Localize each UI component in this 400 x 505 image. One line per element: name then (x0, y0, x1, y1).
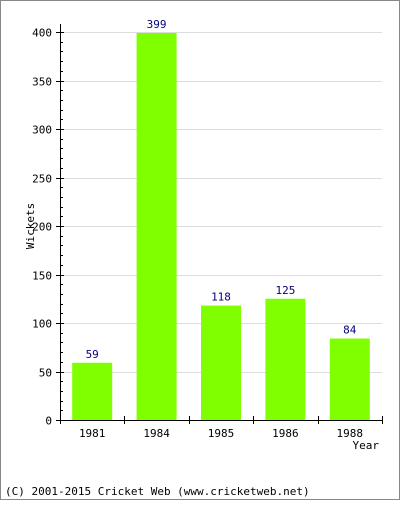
data-label-1988: 84 (343, 324, 357, 337)
axes: 0 50 100 150 200 250 300 350 400 1981 1984 1985 1986… (32, 24, 383, 440)
y-axis-title: Wickets (24, 203, 37, 249)
bars (72, 32, 370, 420)
y-tick-label: 300 (32, 124, 52, 137)
footer-copyright: (C) 2001-2015 Cricket Web (www.cricketwe… (5, 485, 310, 498)
y-tick-label: 200 (32, 221, 52, 234)
y-tick-label: 50 (39, 367, 52, 380)
x-tick-label-1984: 1984 (143, 427, 170, 440)
value-labels: 59 399 118 125 84 (86, 18, 357, 361)
y-tick-label: 350 (32, 76, 52, 89)
x-tick-label-1981: 1981 (79, 427, 106, 440)
y-tick-label: 150 (32, 270, 52, 283)
bar-1981 (72, 362, 113, 420)
y-tick-label: 100 (32, 318, 52, 331)
x-tick-label-1986: 1986 (272, 427, 299, 440)
y-tick-label: 0 (45, 415, 52, 428)
grid-lines (60, 32, 382, 373)
bar-1984 (136, 32, 177, 420)
bar-1985 (201, 305, 241, 420)
x-tick-label-1988: 1988 (337, 427, 364, 440)
y-tick-label: 250 (32, 173, 52, 186)
y-tick-label: 400 (32, 27, 52, 40)
data-label-1984: 399 (147, 18, 167, 31)
data-label-1981: 59 (86, 348, 99, 361)
bar-1988 (329, 338, 370, 420)
data-label-1985: 118 (211, 291, 231, 304)
bar-1986 (265, 298, 306, 420)
x-tick-label-1985: 1985 (208, 427, 235, 440)
x-axis-title: Year (353, 439, 380, 452)
data-label-1986: 125 (275, 284, 295, 297)
